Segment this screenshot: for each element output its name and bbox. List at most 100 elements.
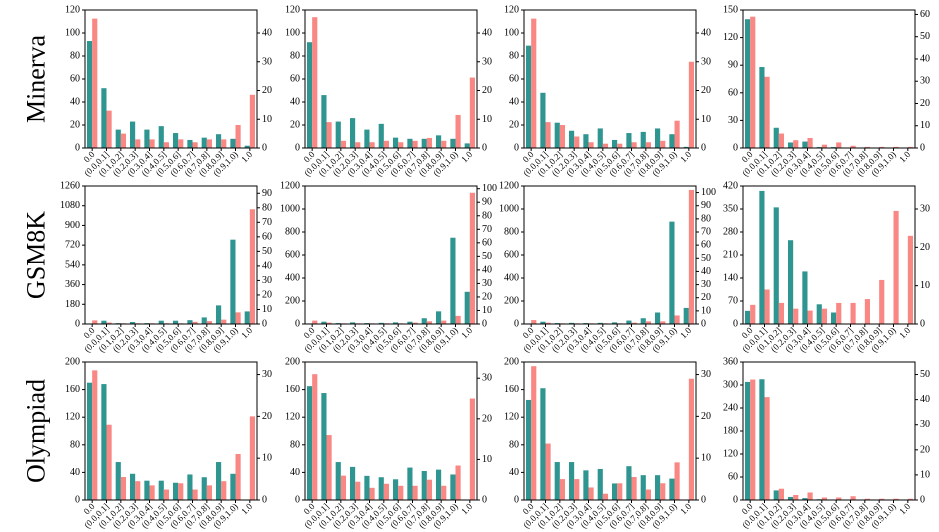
bar-right-series	[340, 475, 346, 500]
bar-right-series	[864, 498, 870, 500]
bar-left-series	[101, 88, 107, 148]
x-tick-label: 1.0	[239, 149, 254, 164]
bar-left-series	[307, 42, 313, 149]
bar-left-series	[378, 322, 384, 324]
bar-left-series	[526, 45, 532, 148]
bar-right-series	[879, 279, 885, 324]
left-tick-label: 180	[65, 299, 80, 310]
left-tick-label: 240	[723, 403, 738, 414]
right-tick-label: 40	[701, 266, 711, 277]
bar-right-series	[778, 488, 784, 500]
left-tick-label: 1080	[60, 200, 80, 211]
bar-right-series	[836, 497, 842, 500]
left-tick-label: 0	[295, 495, 300, 506]
bar-left-series	[407, 467, 413, 500]
right-tick-label: 30	[701, 56, 711, 67]
bar-right-series	[674, 462, 680, 500]
right-tick-label: 0	[701, 143, 706, 154]
right-tick-label: 20	[262, 289, 272, 300]
panel-olympiad-2: 0408012016020001020300.0(0.0,0.1](0.1,0.…	[285, 357, 492, 531]
bar-right-series	[135, 481, 141, 500]
left-tick-label: 120	[504, 412, 519, 423]
left-tick-label: 150	[723, 5, 738, 16]
bar-right-series	[674, 315, 680, 324]
bar-right-series	[221, 319, 227, 324]
bar-left-series	[640, 131, 646, 148]
panel-gsm8k-2: 0 200 400 600 800 1000 1200 0 10 20 30 40 50 60 70 80 90…	[280, 181, 497, 355]
panel-frame	[84, 361, 258, 501]
bar-left-series	[597, 468, 603, 500]
bar-left-series	[569, 462, 575, 500]
bar-left-series	[464, 143, 470, 148]
bar-right-series	[750, 304, 756, 324]
bar-left-series	[130, 322, 136, 324]
right-tick-label: 30	[701, 279, 711, 290]
bar-left-series	[745, 310, 751, 324]
right-tick-label: 60	[482, 237, 492, 248]
bar-left-series	[569, 130, 575, 148]
bar-left-series	[583, 134, 589, 148]
left-tick-label: 120	[723, 449, 738, 460]
bar-right-series	[369, 487, 375, 500]
left-tick-label: 1200	[280, 181, 300, 192]
panel-minerva-2: 0204060801001200102030400.0(0.0,0.1](0.1…	[285, 5, 492, 179]
right-tick-label: 0	[920, 143, 925, 154]
bar-right-series	[631, 142, 637, 148]
bar-left-series	[230, 239, 236, 324]
bar-right-series	[545, 122, 551, 148]
bar-left-series	[187, 474, 193, 500]
left-tick-label: 30	[728, 115, 738, 126]
bar-left-series	[745, 381, 751, 500]
bar-right-series	[893, 146, 899, 148]
right-tick-label: 80	[701, 213, 711, 224]
x-tick-label: 1.0	[678, 325, 693, 340]
right-tick-label: 0	[701, 319, 706, 330]
bar-left-series	[655, 128, 661, 148]
bar-left-series	[216, 134, 222, 148]
bar-right-series	[807, 137, 813, 148]
right-tick-label: 50	[482, 251, 492, 262]
bar-left-series	[773, 490, 779, 500]
bar-right-series	[778, 133, 784, 148]
x-tick-label: 1.0	[678, 501, 693, 516]
bar-left-series	[554, 122, 560, 148]
bar-right-series	[617, 483, 623, 500]
bar-right-series	[135, 139, 141, 148]
bar-right-series	[92, 320, 98, 324]
bar-right-series	[326, 435, 332, 500]
bar-left-series	[554, 462, 560, 500]
left-tick-label: 0	[295, 319, 300, 330]
bar-left-series	[773, 127, 779, 148]
bar-left-series	[173, 482, 179, 500]
bar-right-series	[235, 125, 241, 148]
bar-right-series	[631, 477, 637, 500]
bar-right-series	[455, 465, 461, 500]
bar-left-series	[640, 318, 646, 324]
bar-right-series	[455, 315, 461, 324]
right-tick-label: 10	[920, 469, 930, 480]
panel-olympiad-4: 060120180240300360010203040500.0(0.0,0.1…	[723, 357, 930, 531]
left-tick-label: 120	[504, 5, 519, 16]
right-tick-label: 20	[482, 291, 492, 302]
bar-right-series	[221, 139, 227, 148]
bar-right-series	[907, 235, 913, 324]
panel-gsm8k-1: 0 180 360 540 720 900 1080 1260 0 10 20 30 40 50 60 70 8…	[60, 181, 272, 355]
bar-right-series	[764, 397, 770, 500]
bar-right-series	[821, 144, 827, 148]
right-tick-label: 20	[701, 411, 711, 422]
left-tick-label: 160	[285, 384, 300, 395]
bar-left-series	[802, 498, 808, 500]
bar-right-series	[206, 485, 212, 500]
bar-left-series	[350, 322, 356, 324]
bar-right-series	[821, 497, 827, 500]
right-tick-label: 10	[701, 453, 711, 464]
left-tick-label: 0	[514, 319, 519, 330]
bar-left-series	[759, 190, 765, 324]
bar-left-series	[683, 307, 689, 324]
right-tick-label: 20	[701, 292, 711, 303]
bar-left-series	[421, 318, 427, 324]
bar-right-series	[778, 302, 784, 324]
bar-left-series	[130, 121, 136, 148]
bar-left-series	[87, 382, 93, 500]
bar-right-series	[355, 142, 361, 148]
